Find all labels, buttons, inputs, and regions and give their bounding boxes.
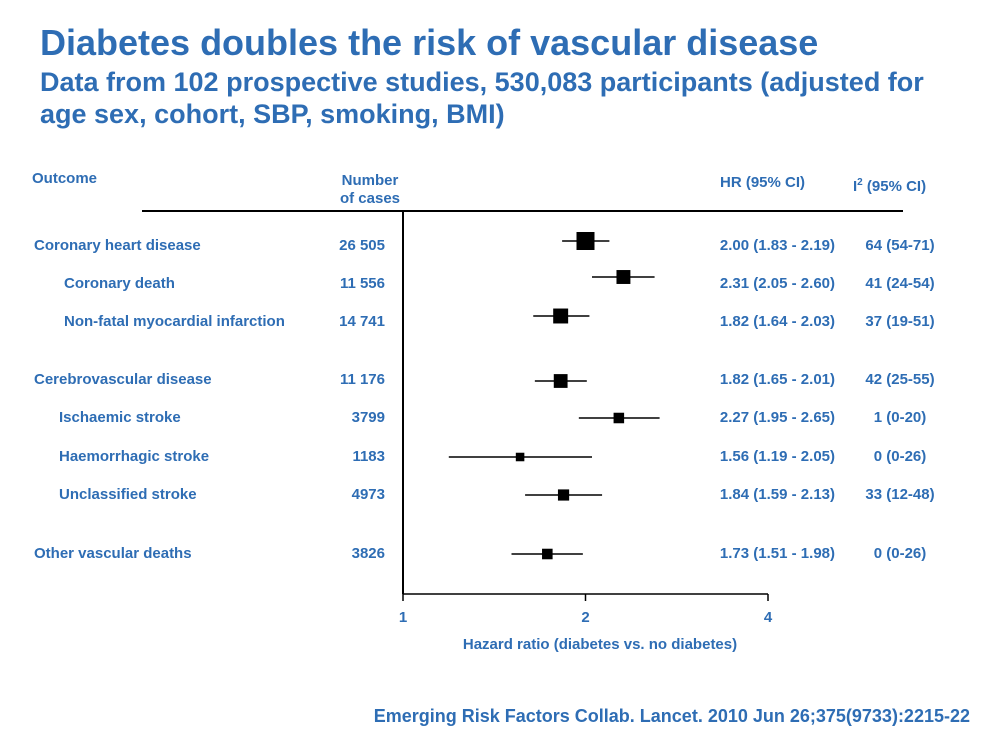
hr-point <box>542 548 553 560</box>
row-hr: 1.73 (1.51 - 1.98) <box>719 545 835 562</box>
row-label: Coronary heart disease <box>34 237 201 254</box>
row-hr: 1.56 (1.19 - 2.05) <box>719 448 835 465</box>
row-cases: 26 505 <box>339 237 385 254</box>
header-cases: Number of cases <box>330 172 410 208</box>
plot-axes <box>402 211 769 601</box>
hr-point <box>576 232 595 250</box>
hr-point <box>553 374 568 388</box>
row-i2: 42 (25-55) <box>865 371 935 388</box>
row-i2: 0 (0-26) <box>873 448 927 465</box>
row-hr: 1.82 (1.65 - 2.01) <box>719 371 835 388</box>
row-cases: 4973 <box>351 486 385 503</box>
slide-title: Diabetes doubles the risk of vascular di… <box>40 22 819 63</box>
header-i2: I2 (95% CI) <box>853 174 926 196</box>
x-tick-label: 2 <box>581 609 590 626</box>
row-cases: 14 741 <box>339 313 385 330</box>
row-i2: 41 (24-54) <box>865 275 935 292</box>
row-i2: 33 (12-48) <box>865 486 935 503</box>
row-label: Non-fatal myocardial infarction <box>64 313 285 330</box>
row-hr: 1.82 (1.64 - 2.03) <box>719 313 835 330</box>
row-i2: 37 (19-51) <box>865 313 935 330</box>
row-cases: 11 556 <box>339 275 385 292</box>
row-hr: 1.84 (1.59 - 2.13) <box>719 486 835 503</box>
x-tick-label: 1 <box>398 609 408 626</box>
hr-point <box>616 270 631 284</box>
plot-marks <box>448 232 660 560</box>
header-outcome: Outcome <box>32 170 98 187</box>
row-label: Other vascular deaths <box>34 545 192 562</box>
row-label: Coronary death <box>64 275 175 292</box>
row-hr: 2.27 (1.95 - 2.65) <box>719 409 835 426</box>
row-label: Unclassified stroke <box>59 486 197 503</box>
hr-point <box>553 308 569 324</box>
row-hr: 2.31 (2.05 - 2.60) <box>719 275 835 292</box>
row-hr: 2.00 (1.83 - 2.19) <box>719 237 835 254</box>
header-i2-superscript: 2 <box>857 177 863 188</box>
hr-point <box>557 489 570 501</box>
header-i2-rest: (95% CI) <box>862 178 927 195</box>
row-i2: 1 (0-20) <box>873 409 927 426</box>
slide-subtitle: Data from 102 prospective studies, 530,0… <box>40 67 924 129</box>
citation: Emerging Risk Factors Collab. Lancet. 20… <box>373 706 970 726</box>
row-i2: 0 (0-26) <box>873 545 927 562</box>
row-cases: 3799 <box>351 409 385 426</box>
row-label: Ischaemic stroke <box>59 409 181 426</box>
header-cases-line1: Number <box>341 172 399 189</box>
hr-point <box>515 452 525 462</box>
header-i2-symbol: I <box>853 178 858 195</box>
row-label: Cerebrovascular disease <box>34 371 212 388</box>
row-cases: 3826 <box>351 545 385 562</box>
header-cases-line2: of cases <box>339 190 401 207</box>
header-hr: HR (95% CI) <box>720 174 806 191</box>
row-cases: 11 176 <box>339 371 385 388</box>
hr-point <box>613 412 625 424</box>
row-cases: 1183 <box>352 448 385 465</box>
x-tick-label: 4 <box>763 609 773 626</box>
row-i2: 64 (54-71) <box>865 237 935 254</box>
x-axis-label: Hazard ratio (diabetes vs. no diabetes) <box>462 636 738 653</box>
row-label: Haemorrhagic stroke <box>59 448 210 465</box>
